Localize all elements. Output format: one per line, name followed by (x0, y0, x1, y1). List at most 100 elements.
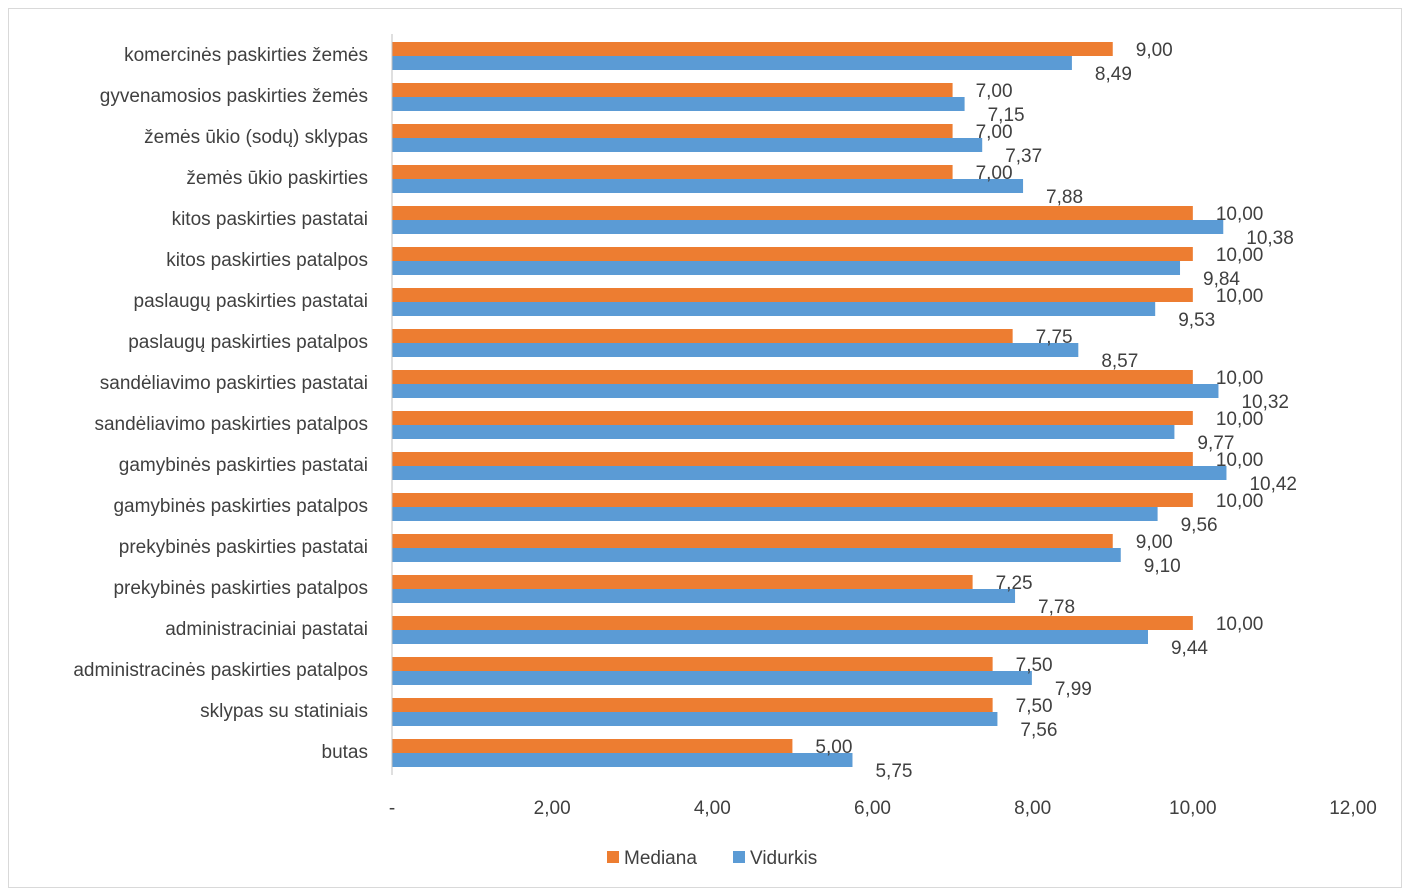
x-tick-label-1: 2,00 (534, 798, 571, 819)
bar-mediana-prekybines-paskirties-patalpos (392, 575, 973, 589)
bar-mediana-zemes-ukio-sodu-sklypas (392, 124, 953, 138)
bar-mediana-kitos-paskirties-patalpos (392, 247, 1193, 261)
legend-label-vidurkis: Vidurkis (750, 848, 817, 869)
data-label-mediana-administraciniai-pastatai: 10,00 (1216, 614, 1264, 635)
category-label-gamybines-paskirties-pastatai: gamybinės paskirties pastatai (119, 455, 368, 476)
bar-vidurkis-administracines-paskirties-patalpos (392, 671, 1032, 685)
data-label-vidurkis-butas: 5,75 (875, 761, 912, 782)
category-label-sandeliavimo-paskirties-patalpos: sandėliavimo paskirties patalpos (94, 414, 368, 435)
bar-vidurkis-paslaugu-paskirties-pastatai (392, 302, 1156, 316)
category-label-prekybines-paskirties-patalpos: prekybinės paskirties patalpos (113, 578, 368, 599)
data-label-vidurkis-kitos-paskirties-patalpos: 9,84 (1203, 269, 1240, 290)
bar-vidurkis-zemes-ukio-sodu-sklypas (392, 138, 983, 152)
data-label-vidurkis-paslaugu-paskirties-pastatai: 9,53 (1178, 310, 1215, 331)
category-label-gamybines-paskirties-patalpos: gamybinės paskirties patalpos (113, 496, 368, 517)
bar-vidurkis-gyvenamosios-paskirties-zemes (392, 97, 965, 111)
category-labels: komercinės paskirties žemės gyvenamosios … (73, 45, 368, 763)
bar-vidurkis-gamybines-paskirties-pastatai (392, 466, 1227, 480)
data-label-mediana-prekybines-paskirties-patalpos: 7,25 (996, 573, 1033, 594)
bar-mediana-gamybines-paskirties-pastatai (392, 452, 1193, 466)
data-label-vidurkis-administraciniai-pastatai: 9,44 (1171, 638, 1208, 659)
bar-mediana-sklypas-su-statiniais (392, 698, 993, 712)
data-label-mediana-komercines-paskirties-zemes: 9,00 (1136, 40, 1173, 61)
x-axis-tick-labels: - 2,00 4,00 6,00 8,00 10,00 12,00 (389, 798, 1377, 819)
bar-mediana-sandeliavimo-paskirties-patalpos (392, 411, 1193, 425)
bar-vidurkis-sklypas-su-statiniais (392, 712, 998, 726)
bar-vidurkis-prekybines-paskirties-pastatai (392, 548, 1121, 562)
data-label-mediana-paslaugu-paskirties-pastatai: 10,00 (1216, 286, 1264, 307)
x-tick-label-4: 8,00 (1014, 798, 1051, 819)
bar-vidurkis-gamybines-paskirties-patalpos (392, 507, 1158, 521)
category-label-butas: butas (322, 742, 368, 763)
bar-mediana-prekybines-paskirties-pastatai (392, 534, 1113, 548)
data-label-mediana-kitos-paskirties-pastatai: 10,00 (1216, 204, 1264, 225)
bar-vidurkis-butas (392, 753, 853, 767)
x-tick-label-2: 4,00 (694, 798, 731, 819)
data-label-vidurkis-paslaugu-paskirties-patalpos: 8,57 (1101, 351, 1138, 372)
data-label-mediana-butas: 5,00 (815, 737, 852, 758)
bar-vidurkis-sandeliavimo-paskirties-pastatai (392, 384, 1219, 398)
data-label-mediana-zemes-ukio-sodu-sklypas: 7,00 (976, 122, 1013, 143)
bar-vidurkis-komercines-paskirties-zemes (392, 56, 1072, 70)
bar-mediana-komercines-paskirties-zemes (392, 42, 1113, 56)
category-label-prekybines-paskirties-pastatai: prekybinės paskirties pastatai (119, 537, 368, 558)
category-label-zemes-ukio-sodu-sklypas: žemės ūkio (sodų) sklypas (144, 127, 368, 148)
bar-vidurkis-kitos-paskirties-patalpos (392, 261, 1181, 275)
data-label-mediana-prekybines-paskirties-pastatai: 9,00 (1136, 532, 1173, 553)
bar-vidurkis-administraciniai-pastatai (392, 630, 1148, 644)
bars (392, 42, 1227, 767)
category-label-administraciniai-pastatai: administraciniai pastatai (165, 619, 368, 640)
x-tick-label-5: 10,00 (1169, 798, 1217, 819)
x-tick-label-0: - (389, 798, 395, 819)
bar-mediana-administraciniai-pastatai (392, 616, 1193, 630)
category-label-komercines-paskirties-zemes: komercinės paskirties žemės (124, 45, 368, 66)
x-tick-label-3: 6,00 (854, 798, 891, 819)
data-label-vidurkis-sklypas-su-statiniais: 7,56 (1020, 720, 1057, 741)
category-label-kitos-paskirties-pastatai: kitos paskirties pastatai (172, 209, 368, 230)
bar-vidurkis-prekybines-paskirties-patalpos (392, 589, 1016, 603)
legend: Mediana Vidurkis (607, 848, 817, 869)
data-label-vidurkis-zemes-ukio-sodu-sklypas: 7,37 (1005, 146, 1042, 167)
category-label-kitos-paskirties-patalpos: kitos paskirties patalpos (166, 250, 368, 271)
legend-swatch-mediana (607, 851, 619, 863)
bar-mediana-sandeliavimo-paskirties-pastatai (392, 370, 1193, 384)
bar-mediana-butas (392, 739, 793, 753)
data-label-vidurkis-sandeliavimo-paskirties-patalpos: 9,77 (1197, 433, 1234, 454)
data-label-vidurkis-administracines-paskirties-patalpos: 7,99 (1055, 679, 1092, 700)
bar-mediana-gamybines-paskirties-patalpos (392, 493, 1193, 507)
bar-vidurkis-sandeliavimo-paskirties-patalpos (392, 425, 1175, 439)
bar-vidurkis-kitos-paskirties-pastatai (392, 220, 1224, 234)
category-label-gyvenamosios-paskirties-zemes: gyvenamosios paskirties žemės (100, 86, 368, 107)
data-label-vidurkis-zemes-ukio-paskirties: 7,88 (1046, 187, 1083, 208)
category-label-paslaugu-paskirties-pastatai: paslaugų paskirties pastatai (134, 291, 368, 312)
data-labels: 9,008,497,007,157,007,377,007,8810,0010,… (815, 40, 1297, 782)
category-label-sklypas-su-statiniais: sklypas su statiniais (200, 701, 368, 722)
x-tick-label-6: 12,00 (1329, 798, 1377, 819)
bar-vidurkis-paslaugu-paskirties-patalpos (392, 343, 1079, 357)
data-label-mediana-sandeliavimo-paskirties-pastatai: 10,00 (1216, 368, 1264, 389)
data-label-mediana-gamybines-paskirties-patalpos: 10,00 (1216, 491, 1264, 512)
data-label-vidurkis-prekybines-paskirties-pastatai: 9,10 (1144, 556, 1181, 577)
bar-vidurkis-zemes-ukio-paskirties (392, 179, 1024, 193)
bar-mediana-paslaugu-paskirties-pastatai (392, 288, 1193, 302)
data-label-mediana-sklypas-su-statiniais: 7,50 (1016, 696, 1053, 717)
data-label-vidurkis-prekybines-paskirties-patalpos: 7,78 (1038, 597, 1075, 618)
data-label-mediana-gamybines-paskirties-pastatai: 10,00 (1216, 450, 1264, 471)
data-label-mediana-zemes-ukio-paskirties: 7,00 (976, 163, 1013, 184)
data-label-vidurkis-komercines-paskirties-zemes: 8,49 (1095, 64, 1132, 85)
data-label-vidurkis-gamybines-paskirties-patalpos: 9,56 (1181, 515, 1218, 536)
data-label-vidurkis-kitos-paskirties-pastatai: 10,38 (1246, 228, 1294, 249)
bar-mediana-kitos-paskirties-pastatai (392, 206, 1193, 220)
data-label-mediana-administracines-paskirties-patalpos: 7,50 (1016, 655, 1053, 676)
data-label-vidurkis-gyvenamosios-paskirties-zemes: 7,15 (988, 105, 1025, 126)
bar-mediana-paslaugu-paskirties-patalpos (392, 329, 1013, 343)
data-label-vidurkis-gamybines-paskirties-pastatai: 10,42 (1249, 474, 1297, 495)
bar-mediana-administracines-paskirties-patalpos (392, 657, 993, 671)
data-label-vidurkis-sandeliavimo-paskirties-pastatai: 10,32 (1241, 392, 1289, 413)
category-label-paslaugu-paskirties-patalpos: paslaugų paskirties patalpos (128, 332, 368, 353)
category-label-zemes-ukio-paskirties: žemės ūkio paskirties (186, 168, 368, 189)
bar-mediana-zemes-ukio-paskirties (392, 165, 953, 179)
data-label-mediana-paslaugu-paskirties-patalpos: 7,75 (1036, 327, 1073, 348)
data-label-mediana-sandeliavimo-paskirties-patalpos: 10,00 (1216, 409, 1264, 430)
